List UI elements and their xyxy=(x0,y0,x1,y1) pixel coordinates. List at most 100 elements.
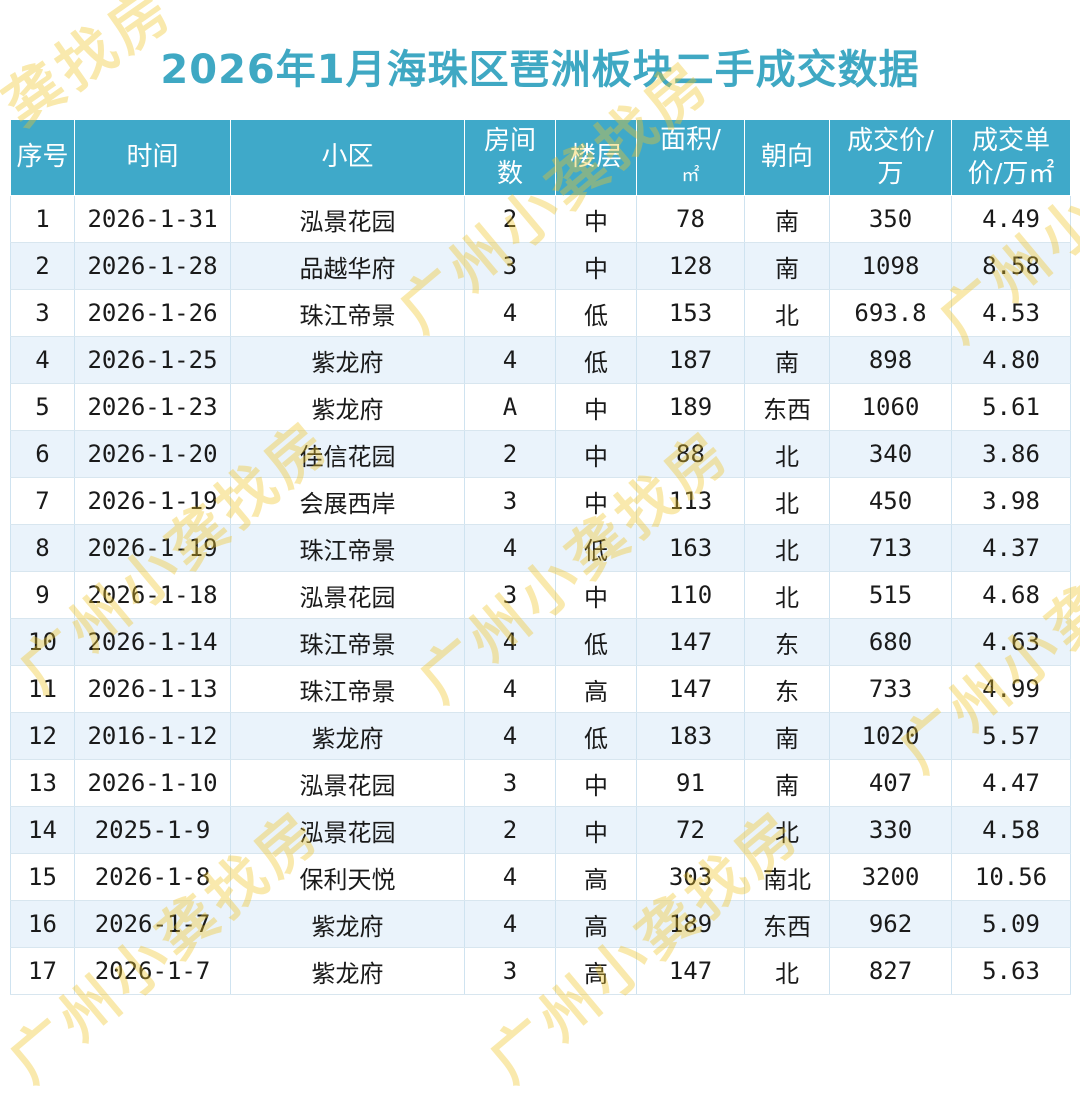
cell-orientation: 北 xyxy=(744,571,830,619)
cell-date: 2026-1-7 xyxy=(74,947,231,995)
cell-floor: 低 xyxy=(555,712,637,760)
cell-floor: 中 xyxy=(555,383,637,431)
cell-unit-price: 5.63 xyxy=(951,947,1071,995)
header-cell-unit-price: 成交单 价/万㎡ xyxy=(951,119,1071,196)
cell-unit-price: 4.47 xyxy=(951,759,1071,807)
cell-price: 350 xyxy=(829,195,952,243)
cell-unit-price: 4.99 xyxy=(951,665,1071,713)
table-row: 2 2026-1-28 品越华府 3 中 128 南 1098 8.58 xyxy=(10,242,1071,290)
cell-rooms: 2 xyxy=(464,195,556,243)
cell-date: 2016-1-12 xyxy=(74,712,231,760)
header-cell-floor: 楼层 xyxy=(555,119,637,196)
cell-price: 962 xyxy=(829,900,952,948)
cell-index: 8 xyxy=(10,524,75,572)
cell-rooms: 4 xyxy=(464,336,556,384)
cell-unit-price: 4.49 xyxy=(951,195,1071,243)
cell-date: 2026-1-19 xyxy=(74,477,231,525)
table-row: 13 2026-1-10 泓景花园 3 中 91 南 407 4.47 xyxy=(10,759,1071,807)
header-cell-date: 时间 xyxy=(74,119,231,196)
cell-area: 183 xyxy=(636,712,745,760)
header-cell-rooms: 房间数 xyxy=(464,119,556,196)
cell-rooms: 4 xyxy=(464,524,556,572)
header-cell-community: 小区 xyxy=(230,119,465,196)
table-row: 6 2026-1-20 佳信花园 2 中 88 北 340 3.86 xyxy=(10,430,1071,478)
table-row: 14 2025-1-9 泓景花园 2 中 72 北 330 4.58 xyxy=(10,806,1071,854)
cell-floor: 高 xyxy=(555,665,637,713)
cell-floor: 中 xyxy=(555,195,637,243)
cell-rooms: 4 xyxy=(464,618,556,666)
cell-floor: 低 xyxy=(555,524,637,572)
cell-orientation: 南 xyxy=(744,712,830,760)
cell-date: 2026-1-7 xyxy=(74,900,231,948)
cell-price: 693.8 xyxy=(829,289,952,337)
cell-date: 2026-1-13 xyxy=(74,665,231,713)
cell-unit-price: 10.56 xyxy=(951,853,1071,901)
cell-community: 泓景花园 xyxy=(230,806,465,854)
cell-rooms: 4 xyxy=(464,900,556,948)
cell-floor: 中 xyxy=(555,477,637,525)
cell-community: 紫龙府 xyxy=(230,712,465,760)
cell-price: 1060 xyxy=(829,383,952,431)
table-row: 16 2026-1-7 紫龙府 4 高 189 东西 962 5.09 xyxy=(10,900,1071,948)
cell-index: 9 xyxy=(10,571,75,619)
cell-area: 91 xyxy=(636,759,745,807)
page-title: 2026年1月海珠区琶洲板块二手成交数据 xyxy=(160,47,920,93)
cell-community: 泓景花园 xyxy=(230,759,465,807)
cell-index: 3 xyxy=(10,289,75,337)
cell-community: 紫龙府 xyxy=(230,900,465,948)
cell-index: 17 xyxy=(10,947,75,995)
cell-floor: 高 xyxy=(555,853,637,901)
cell-date: 2026-1-28 xyxy=(74,242,231,290)
cell-community: 泓景花园 xyxy=(230,571,465,619)
cell-index: 6 xyxy=(10,430,75,478)
cell-rooms: 4 xyxy=(464,665,556,713)
cell-index: 1 xyxy=(10,195,75,243)
cell-area: 147 xyxy=(636,665,745,713)
cell-floor: 低 xyxy=(555,336,637,384)
cell-orientation: 北 xyxy=(744,430,830,478)
cell-floor: 中 xyxy=(555,430,637,478)
table-row: 1 2026-1-31 泓景花园 2 中 78 南 350 4.49 xyxy=(10,195,1071,243)
table-row: 15 2026-1-8 保利天悦 4 高 303 南北 3200 10.56 xyxy=(10,853,1071,901)
cell-rooms: 2 xyxy=(464,430,556,478)
cell-price: 515 xyxy=(829,571,952,619)
table-row: 4 2026-1-25 紫龙府 4 低 187 南 898 4.80 xyxy=(10,336,1071,384)
cell-community: 品越华府 xyxy=(230,242,465,290)
cell-orientation: 南北 xyxy=(744,853,830,901)
cell-unit-price: 4.80 xyxy=(951,336,1071,384)
cell-price: 1098 xyxy=(829,242,952,290)
cell-orientation: 南 xyxy=(744,759,830,807)
cell-area: 147 xyxy=(636,618,745,666)
cell-price: 340 xyxy=(829,430,952,478)
cell-area: 88 xyxy=(636,430,745,478)
cell-floor: 中 xyxy=(555,806,637,854)
cell-orientation: 北 xyxy=(744,289,830,337)
cell-price: 1020 xyxy=(829,712,952,760)
cell-rooms: 3 xyxy=(464,947,556,995)
table-row: 17 2026-1-7 紫龙府 3 高 147 北 827 5.63 xyxy=(10,947,1071,995)
table-row: 12 2016-1-12 紫龙府 4 低 183 南 1020 5.57 xyxy=(10,712,1071,760)
cell-rooms: 3 xyxy=(464,242,556,290)
cell-floor: 中 xyxy=(555,571,637,619)
cell-rooms: 3 xyxy=(464,477,556,525)
cell-area: 303 xyxy=(636,853,745,901)
cell-rooms: A xyxy=(464,383,556,431)
cell-date: 2026-1-31 xyxy=(74,195,231,243)
cell-area: 163 xyxy=(636,524,745,572)
cell-date: 2026-1-20 xyxy=(74,430,231,478)
cell-community: 珠江帝景 xyxy=(230,289,465,337)
cell-date: 2026-1-8 xyxy=(74,853,231,901)
cell-rooms: 4 xyxy=(464,712,556,760)
cell-area: 128 xyxy=(636,242,745,290)
cell-date: 2026-1-10 xyxy=(74,759,231,807)
cell-community: 珠江帝景 xyxy=(230,524,465,572)
cell-area: 113 xyxy=(636,477,745,525)
cell-orientation: 东西 xyxy=(744,383,830,431)
header-cell-area: 面积/㎡ xyxy=(636,119,745,196)
cell-community: 珠江帝景 xyxy=(230,618,465,666)
cell-orientation: 东 xyxy=(744,618,830,666)
cell-unit-price: 5.61 xyxy=(951,383,1071,431)
cell-price: 450 xyxy=(829,477,952,525)
cell-area: 153 xyxy=(636,289,745,337)
